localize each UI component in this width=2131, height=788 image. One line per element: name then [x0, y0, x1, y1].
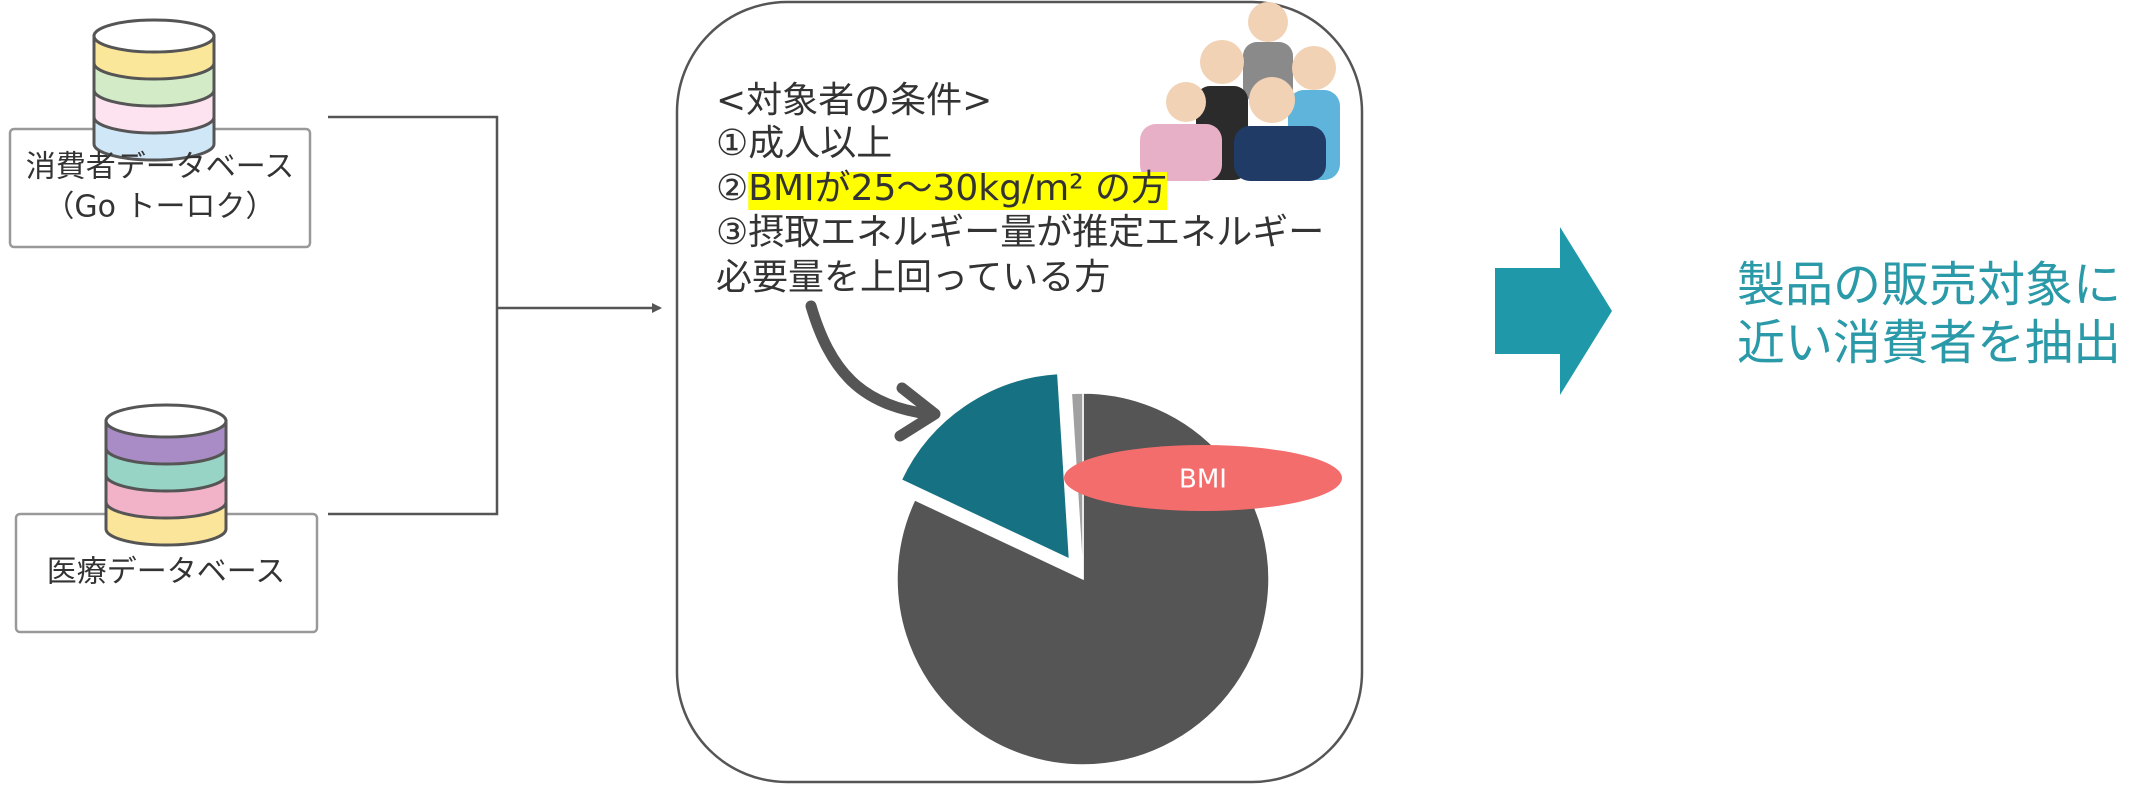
result-arrow: [1495, 227, 1612, 395]
criteria-item: ②: [716, 168, 748, 209]
criteria-item: ①成人以上: [716, 123, 892, 164]
criteria-item: ③摂取エネルギー量が推定エネルギー: [716, 212, 1324, 253]
source-label: （Go トーロク）: [44, 190, 275, 225]
result-text: 製品の販売対象に: [1737, 257, 2121, 313]
result-text: 近い消費者を抽出: [1737, 315, 2121, 371]
criteria-highlight: BMIが25～30kg/m² の方: [748, 168, 1167, 209]
source-label: 医療データベース: [47, 555, 286, 590]
criteria-item: 必要量を上回っている方: [716, 257, 1110, 298]
source-label: 消費者データベース: [26, 150, 295, 185]
diagram: BMI 消費者データベース （Go トーロク） 医療データベース <対象者の条件>①成…: [0, 0, 2131, 784]
database-top: [94, 20, 214, 52]
database-icon: [106, 405, 226, 545]
connector: [328, 117, 660, 514]
page: {"sources": [ {"lines": ["消費者データベース", "（…: [0, 0, 2131, 784]
database-top: [106, 405, 226, 437]
pie-label: BMI: [1179, 465, 1227, 495]
criteria-heading: <対象者の条件>: [716, 80, 992, 121]
database-icon: [94, 20, 214, 160]
